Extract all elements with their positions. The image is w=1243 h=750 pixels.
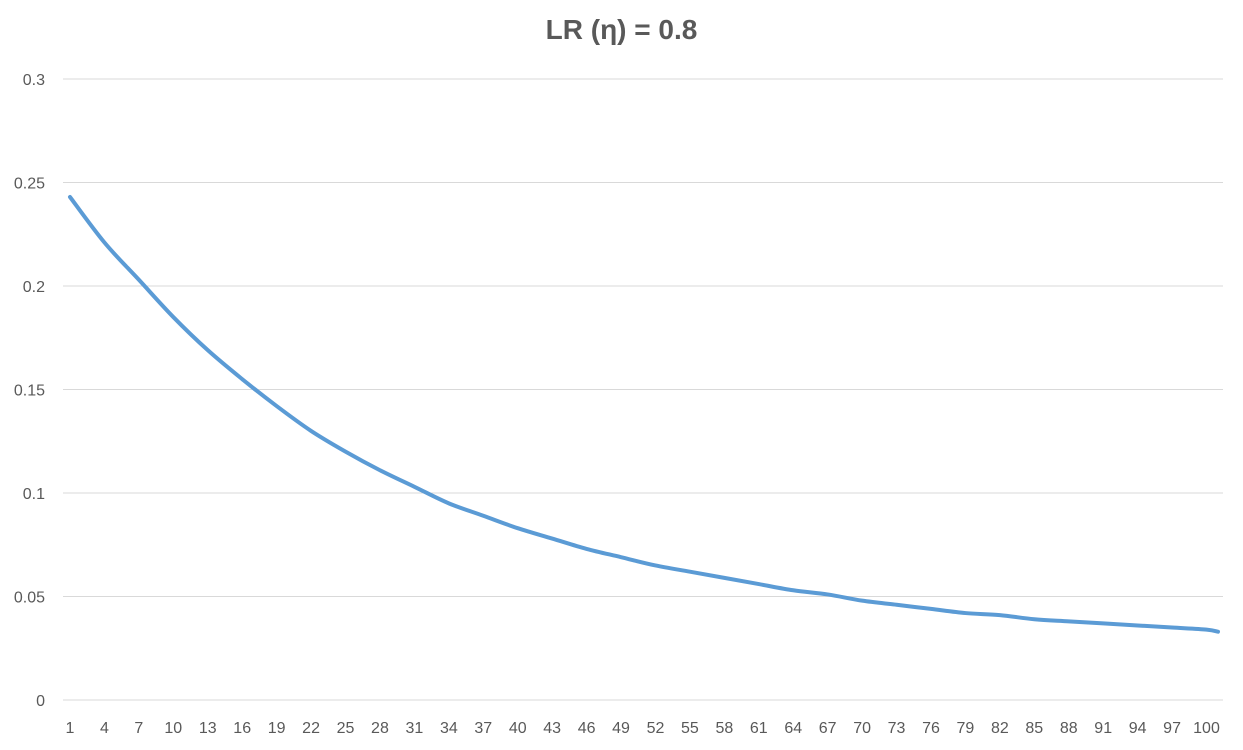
x-tick-label: 100 [1193,720,1220,737]
x-tick-label: 85 [1025,720,1043,737]
y-tick-label: 0.1 [23,486,45,503]
x-tick-label: 7 [134,720,143,737]
y-tick-label: 0.05 [14,590,45,607]
x-tick-label: 25 [337,720,355,737]
x-tick-label: 88 [1060,720,1078,737]
x-tick-label: 13 [199,720,217,737]
x-tick-label: 40 [509,720,527,737]
x-tick-label: 82 [991,720,1009,737]
y-axis-ticks: 0 0.05 0.1 0.15 0.2 0.25 0.3 [14,72,45,710]
y-tick-label: 0.3 [23,72,45,89]
chart-title: LR (η) = 0.8 [545,14,698,45]
series-line-0 [68,194,1220,634]
x-tick-label: 49 [612,720,630,737]
x-tick-label: 1 [66,720,75,737]
x-tick-label: 34 [440,720,458,737]
x-tick-label: 10 [164,720,182,737]
grid-lines [63,78,1223,701]
x-tick-label: 4 [100,720,109,737]
y-tick-label: 0.15 [14,383,45,400]
x-tick-label: 22 [302,720,320,737]
x-tick-label: 70 [853,720,871,737]
x-tick-label: 46 [578,720,596,737]
x-tick-label: 31 [406,720,424,737]
x-tick-label: 19 [268,720,286,737]
y-tick-label: 0.2 [23,279,45,296]
series-layer [68,194,1220,634]
x-tick-label: 43 [543,720,561,737]
x-tick-label: 79 [957,720,975,737]
x-tick-label: 37 [474,720,492,737]
x-tick-label: 67 [819,720,837,737]
x-tick-label: 28 [371,720,389,737]
x-tick-label: 76 [922,720,940,737]
x-tick-label: 55 [681,720,699,737]
x-tick-label: 16 [233,720,251,737]
x-tick-label: 73 [888,720,906,737]
x-tick-label: 58 [715,720,733,737]
x-tick-label: 64 [784,720,802,737]
x-tick-label: 61 [750,720,768,737]
y-tick-label: 0.25 [14,176,45,193]
x-tick-label: 97 [1163,720,1181,737]
x-tick-label: 94 [1129,720,1147,737]
x-tick-label: 91 [1094,720,1112,737]
x-tick-label: 52 [647,720,665,737]
x-axis-ticks: 1 4 7 10 13 16 19 22 25 28 31 34 37 40 43 46 49 52 55 58 61 6… [66,720,1220,737]
y-tick-label: 0 [36,693,45,710]
